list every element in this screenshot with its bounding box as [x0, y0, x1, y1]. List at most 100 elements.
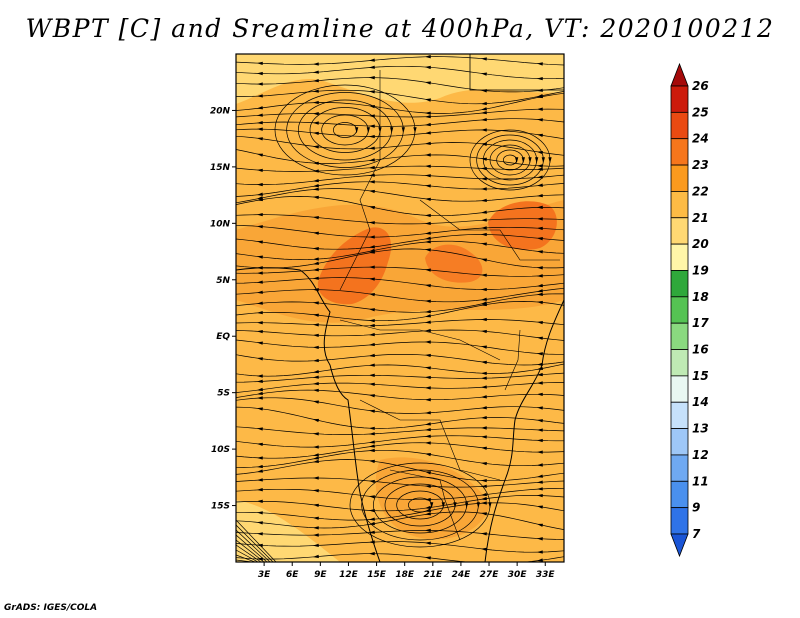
streamline-arrow [256, 499, 263, 503]
streamline-arrow [536, 183, 543, 187]
streamline-arrow [312, 183, 319, 188]
lon-tick-label: 30E [508, 570, 528, 580]
colorbar-label: 21 [692, 211, 709, 225]
streamline-arrow [536, 362, 543, 366]
streamline-arrow [312, 70, 319, 74]
streamline-arrow [424, 231, 431, 235]
streamline-arrow [424, 81, 431, 85]
streamline-arrow [368, 265, 375, 269]
streamline-arrow [430, 502, 434, 509]
streamline-arrow [312, 476, 319, 480]
streamline-arrow [368, 146, 375, 150]
streamline [236, 196, 564, 217]
streamline-arrow [368, 104, 375, 109]
colorbar-label: 24 [692, 132, 709, 146]
streamline [236, 293, 564, 313]
streamline-arrow [480, 101, 487, 106]
lon-tick-label: 12E [339, 570, 359, 580]
streamline [236, 266, 564, 277]
streamline-arrow [368, 444, 375, 448]
streamline-arrow [424, 164, 431, 168]
streamline-arrow [368, 165, 375, 170]
hot-cell-central [425, 244, 483, 283]
streamline-arrow [256, 213, 263, 217]
streamline-arrow [368, 173, 375, 177]
streamline-arrow [424, 471, 432, 475]
colorbar-box [670, 85, 689, 113]
streamline-arrow [256, 396, 263, 400]
streamline [236, 149, 564, 167]
streamline-arrow [536, 205, 543, 209]
streamline-arrow [480, 232, 487, 237]
streamline-arrow [256, 106, 263, 110]
streamline-arrow [312, 169, 319, 173]
colorbar-label: 18 [692, 290, 709, 304]
longitude-axis: 3E 6E 9E 12E 15E 18E 21E 24E 27E 30E 33E [258, 562, 555, 580]
streamline [236, 319, 564, 327]
streamline-arrow [368, 323, 375, 328]
streamline-arrow [480, 226, 487, 230]
streamline-arrow [424, 320, 431, 324]
colorbar-bottom-arrow [670, 533, 689, 558]
streamline-arrow [312, 131, 319, 136]
streamline-arrow [441, 502, 445, 509]
streamline-arrow [536, 292, 543, 296]
streamline-arrow [256, 280, 263, 284]
streamline-arrow [368, 235, 375, 239]
streamline-arrow [256, 330, 263, 334]
lat-tick-label: 10N [210, 219, 231, 229]
streamline-arrow [312, 313, 319, 317]
streamline-arrow [256, 442, 263, 447]
streamline-arrow [536, 438, 543, 443]
lat-tick-label: 5S [217, 389, 230, 399]
streamline-arrow [256, 456, 263, 460]
streamline-arrow [312, 161, 319, 165]
streamline [236, 118, 564, 127]
streamline-arrow [480, 166, 487, 171]
streamline-arrow [480, 117, 487, 122]
streamline-arrow [424, 221, 431, 226]
streamline-arrow [424, 422, 431, 426]
streamline-arrow [368, 114, 375, 118]
streamline-arrow [424, 236, 431, 240]
streamline-arrow [424, 131, 431, 135]
map-frame [235, 53, 565, 563]
streamline-arrow [256, 192, 263, 196]
streamline-arrow [256, 255, 263, 259]
colorbar-label: 13 [692, 422, 709, 436]
streamline-arrow [312, 112, 319, 116]
streamline-arrow [256, 407, 263, 411]
streamline-arrow [536, 550, 543, 554]
streamline [236, 363, 564, 377]
streamline-arrow [480, 142, 487, 146]
streamline-arrow [515, 157, 519, 164]
streamline-arrow [256, 511, 263, 515]
streamline-arrow [368, 65, 375, 69]
streamline-arrow [368, 530, 375, 534]
streamline-arrow [312, 345, 319, 349]
streamline-arrow [424, 398, 431, 402]
streamline-arrow [256, 127, 263, 131]
lat-tick-label: 5N [216, 276, 230, 286]
streamline-arrow [256, 121, 263, 125]
streamline [236, 397, 564, 414]
streamline-arrow [256, 301, 263, 305]
streamline-arrow [480, 478, 487, 483]
streamline-arrow [536, 523, 544, 527]
lat-tick-label: 10S [211, 445, 230, 455]
streamline [236, 435, 564, 448]
streamline-arrow [312, 333, 319, 338]
streamlines [236, 56, 564, 562]
streamline-arrow [424, 55, 431, 59]
streamline-arrow [312, 388, 319, 393]
streamline-arrow [453, 502, 457, 509]
streamline-arrow [368, 318, 375, 323]
streamline-arrow [368, 124, 375, 128]
colorbar-box [670, 507, 689, 535]
streamline-arrow [312, 418, 320, 423]
streamline-arrow [424, 556, 431, 560]
streamline [236, 92, 564, 114]
streamline [236, 487, 564, 501]
streamline-arrow [368, 189, 375, 194]
streamline-arrow [424, 122, 431, 127]
